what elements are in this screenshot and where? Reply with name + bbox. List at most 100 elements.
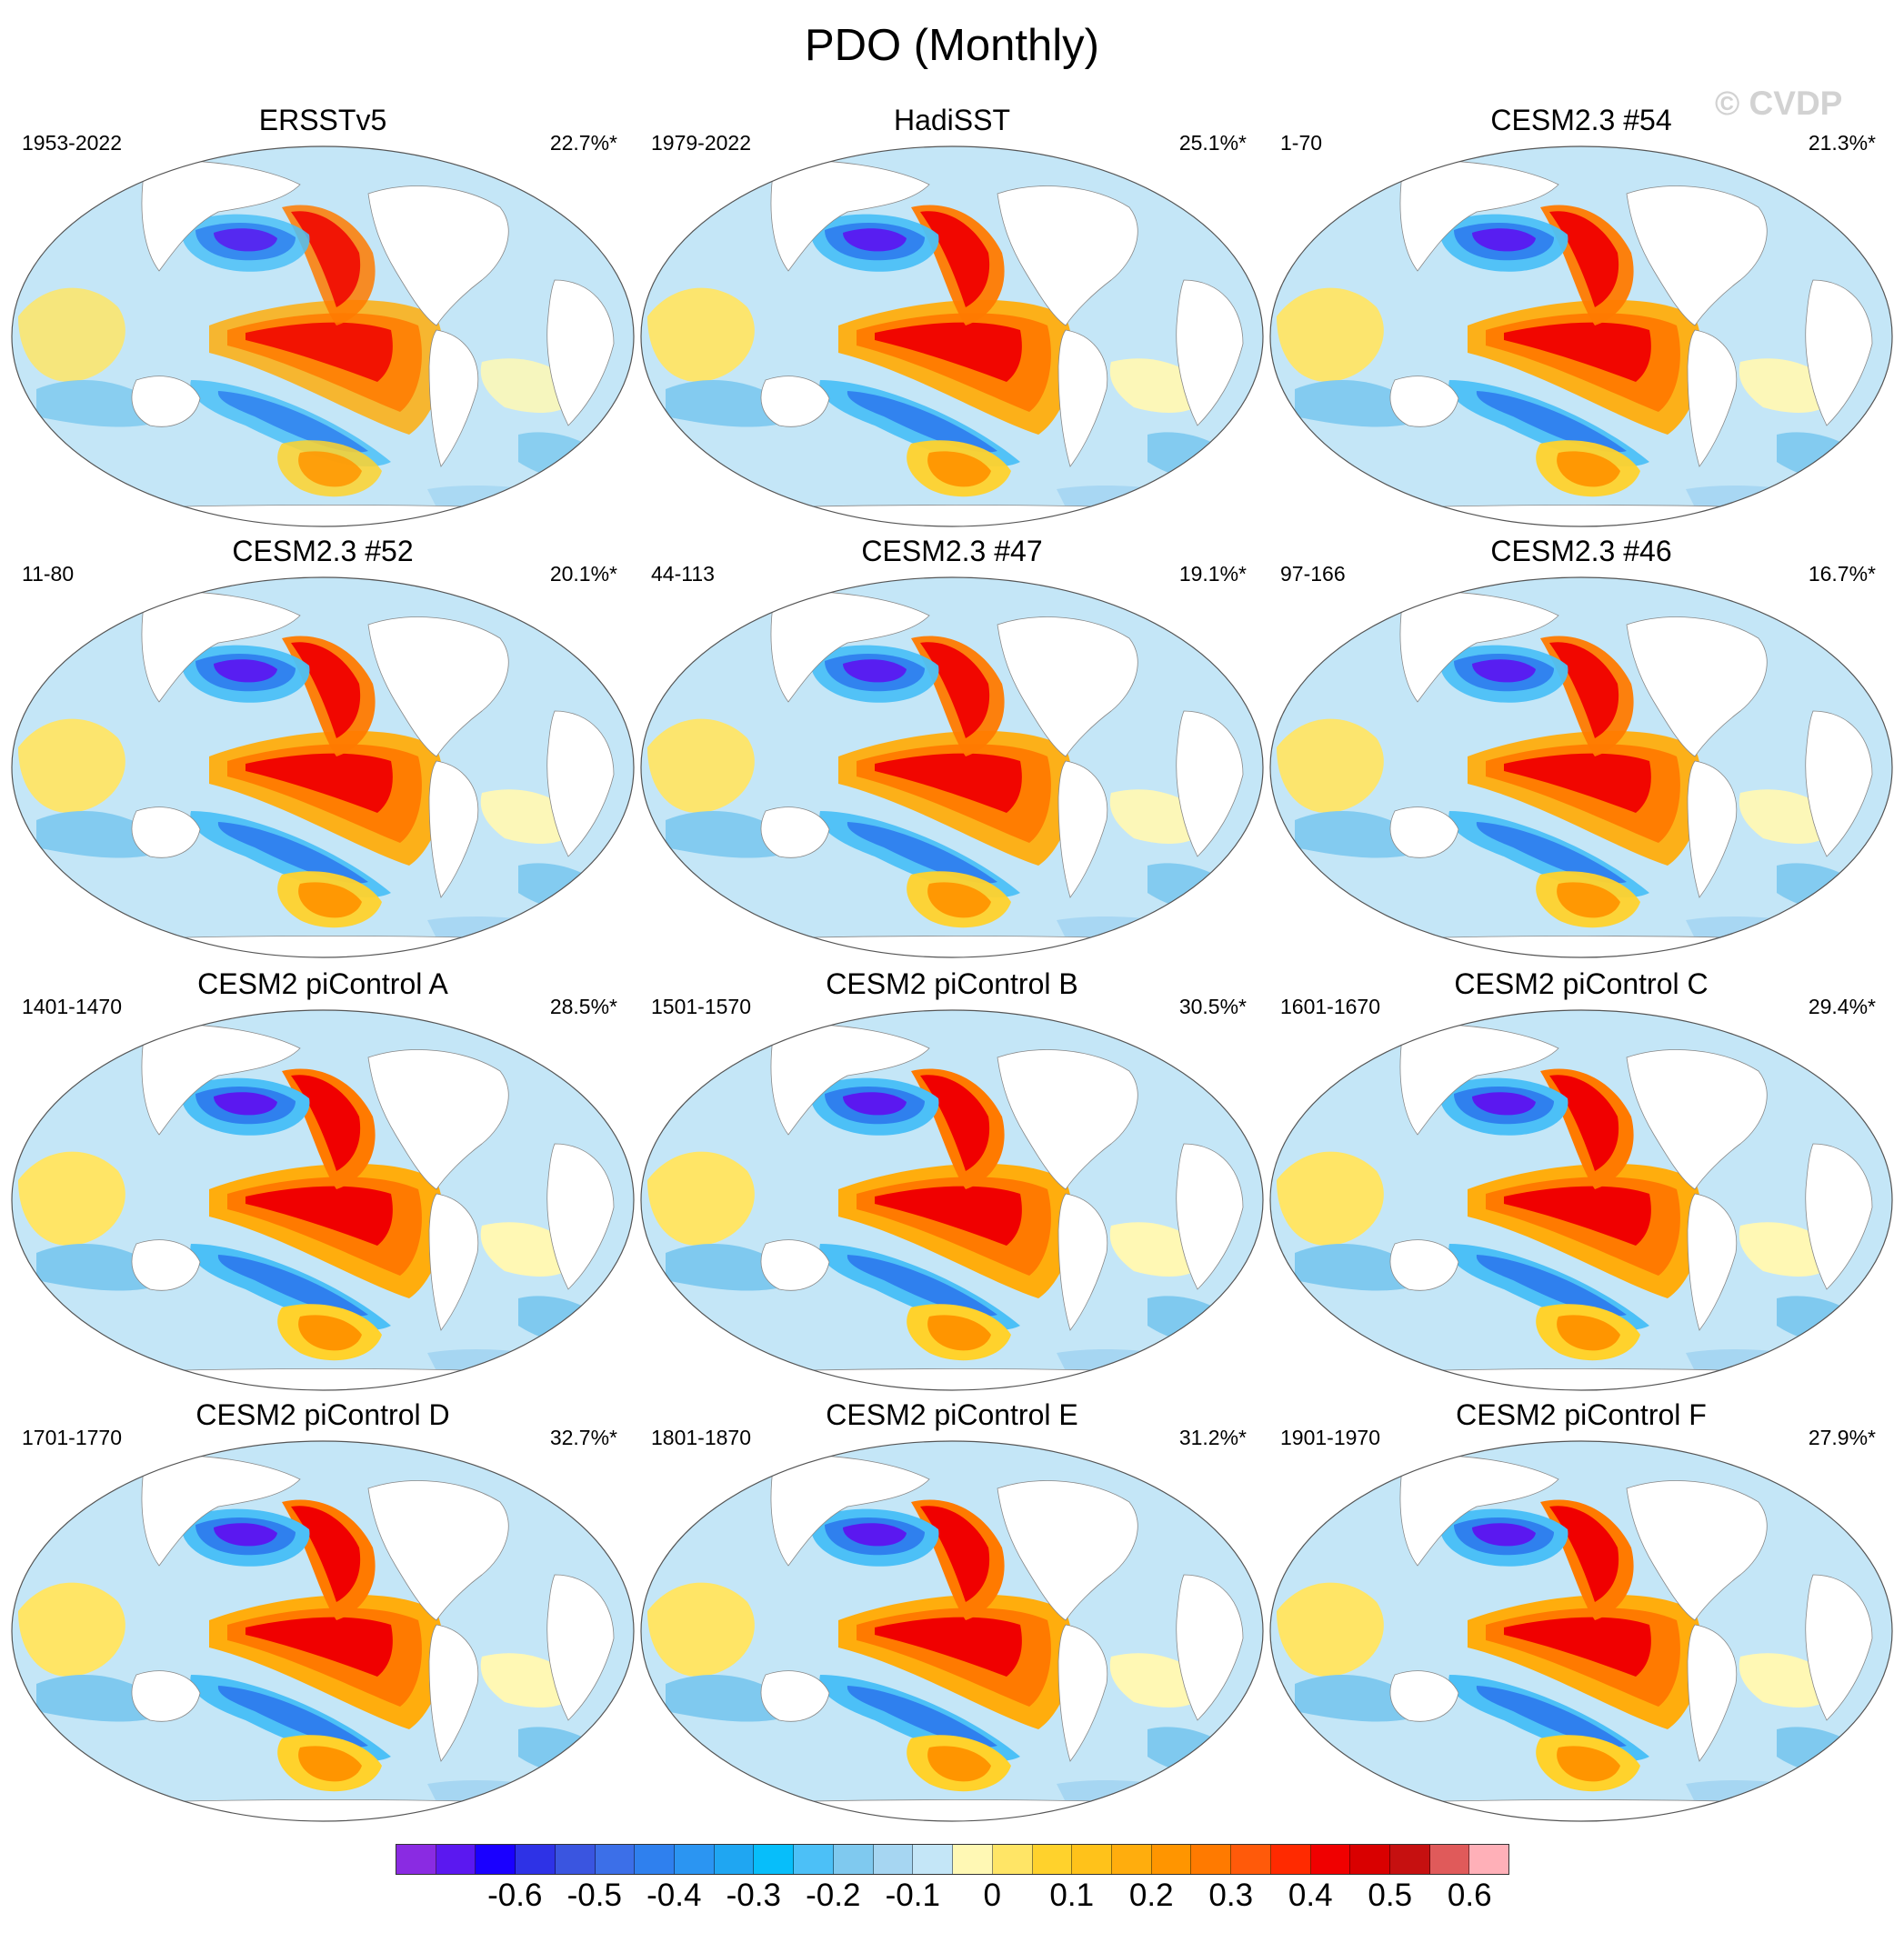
colorbar-tick-label: -0.3 xyxy=(726,1878,781,1913)
panel-title: CESM2.3 #54 xyxy=(1490,104,1672,136)
sst-regression-map xyxy=(11,576,635,958)
colorbar-swatch xyxy=(873,1845,914,1874)
panel-title: ERSSTv5 xyxy=(258,104,387,136)
colorbar-swatch xyxy=(1270,1845,1311,1874)
colorbar-swatch xyxy=(754,1845,795,1874)
sst-regression-map xyxy=(640,1440,1264,1822)
panel-period: 1601-1670 xyxy=(1280,995,1380,1018)
panel-period: 97-166 xyxy=(1280,562,1346,586)
panel-title: CESM2 piControl B xyxy=(826,967,1078,1000)
colorbar-swatch xyxy=(1231,1845,1271,1874)
map-panel: CESM2.3 #54 1-70 21.3%* xyxy=(1268,102,1895,529)
colorbar-tick-label: 0.3 xyxy=(1208,1878,1254,1913)
panel-period: 1801-1870 xyxy=(651,1426,751,1449)
panel-title: CESM2 piControl C xyxy=(1454,967,1709,1000)
colorbar-swatch xyxy=(476,1845,516,1874)
colorbar-swatch xyxy=(794,1845,834,1874)
map-panel: CESM2 piControl C 1601-1670 29.4%* xyxy=(1268,966,1895,1393)
panel-period: 1979-2022 xyxy=(651,131,751,155)
colorbar-swatch xyxy=(555,1845,596,1874)
sst-regression-map xyxy=(640,145,1264,527)
colorbar-tick-label: 0.4 xyxy=(1288,1878,1333,1913)
panel-variance-percent: 25.1%* xyxy=(1178,131,1247,155)
colorbar-swatch xyxy=(1389,1845,1430,1874)
panel-period: 1953-2022 xyxy=(22,131,122,155)
watermark: © CVDP xyxy=(1715,85,1843,122)
panel-variance-percent: 31.2%* xyxy=(1178,1426,1247,1449)
panel-period: 1401-1470 xyxy=(22,995,122,1018)
panel-variance-percent: 30.5%* xyxy=(1178,995,1247,1018)
panel-period: 1-70 xyxy=(1280,131,1323,155)
map-panel: CESM2 piControl D 1701-1770 32.7%* xyxy=(9,1397,636,1824)
panel-variance-percent: 20.1%* xyxy=(549,562,617,586)
colorbar-swatch xyxy=(1151,1845,1192,1874)
colorbar-swatch xyxy=(1032,1845,1073,1874)
colorbar-tick-label: 0.2 xyxy=(1128,1878,1174,1913)
panel-title: CESM2 piControl D xyxy=(195,1398,450,1431)
colorbar-swatch xyxy=(913,1845,954,1874)
sst-regression-map xyxy=(640,576,1264,958)
panel-title: CESM2.3 #52 xyxy=(232,535,414,567)
colorbar-swatch xyxy=(953,1845,993,1874)
map-panel: CESM2 piControl B 1501-1570 30.5%* xyxy=(638,966,1266,1393)
panel-title: CESM2.3 #47 xyxy=(861,535,1043,567)
map-panel: CESM2 piControl A 1401-1470 28.5%* xyxy=(9,966,636,1393)
panel-variance-percent: 29.4%* xyxy=(1808,995,1876,1018)
panel-variance-percent: 16.7%* xyxy=(1808,562,1876,586)
panel-variance-percent: 19.1%* xyxy=(1178,562,1247,586)
colorbar-tick-label: -0.1 xyxy=(885,1878,940,1913)
map-panel: ERSSTv5 1953-2022 22.7%* xyxy=(9,102,636,529)
sst-regression-map xyxy=(1269,1009,1893,1391)
sst-regression-map xyxy=(11,145,635,527)
colorbar-swatch xyxy=(1350,1845,1390,1874)
colorbar-swatch xyxy=(714,1845,755,1874)
panel-title: CESM2 piControl F xyxy=(1456,1398,1707,1431)
colorbar-swatch xyxy=(1429,1845,1470,1874)
panel-variance-percent: 32.7%* xyxy=(549,1426,617,1449)
map-panel: HadiSST 1979-2022 25.1%* xyxy=(638,102,1266,529)
sst-regression-map xyxy=(11,1440,635,1822)
sst-regression-map xyxy=(11,1009,635,1391)
colorbar-tick-label: 0.6 xyxy=(1447,1878,1492,1913)
panel-title: CESM2.3 #46 xyxy=(1490,535,1672,567)
panel-variance-percent: 22.7%* xyxy=(549,131,617,155)
colorbar-tick-label: 0 xyxy=(983,1878,1001,1913)
sst-regression-map xyxy=(1269,145,1893,527)
colorbar-swatch xyxy=(1191,1845,1232,1874)
panel-variance-percent: 21.3%* xyxy=(1808,131,1876,155)
colorbar-tick-label: -0.2 xyxy=(806,1878,861,1913)
colorbar-swatch xyxy=(1111,1845,1152,1874)
panel-title: HadiSST xyxy=(893,104,1011,136)
panel-period: 1701-1770 xyxy=(22,1426,122,1449)
colorbar-swatches xyxy=(396,1844,1509,1875)
panel-period: 11-80 xyxy=(22,562,75,586)
colorbar-swatch xyxy=(436,1845,476,1874)
colorbar-tick-label: -0.4 xyxy=(646,1878,702,1913)
colorbar-swatch xyxy=(833,1845,874,1874)
colorbar-swatch xyxy=(516,1845,556,1874)
panel-title: CESM2 piControl E xyxy=(826,1398,1078,1431)
map-panel: CESM2 piControl E 1801-1870 31.2%* xyxy=(638,1397,1266,1824)
colorbar-swatch xyxy=(675,1845,715,1874)
colorbar-tick-label: 0.5 xyxy=(1368,1878,1413,1913)
panel-period: 1501-1570 xyxy=(651,995,751,1018)
map-panel: CESM2 piControl F 1901-1970 27.9%* xyxy=(1268,1397,1895,1824)
colorbar-swatch xyxy=(1310,1845,1351,1874)
sst-regression-map xyxy=(1269,1440,1893,1822)
colorbar-tick-label: -0.6 xyxy=(487,1878,543,1913)
colorbar-tick-label: -0.5 xyxy=(566,1878,622,1913)
panel-variance-percent: 28.5%* xyxy=(549,995,617,1018)
colorbar-swatch xyxy=(992,1845,1033,1874)
panel-period: 44-113 xyxy=(651,562,715,586)
panel-period: 1901-1970 xyxy=(1280,1426,1380,1449)
colorbar-swatch xyxy=(635,1845,676,1874)
map-panel: CESM2.3 #46 97-166 16.7%* xyxy=(1268,533,1895,960)
sst-regression-map xyxy=(1269,576,1893,958)
page-title: PDO (Monthly) xyxy=(804,21,1099,70)
map-panel: CESM2.3 #47 44-113 19.1%* xyxy=(638,533,1266,960)
colorbar xyxy=(396,1844,1509,1875)
colorbar-swatch xyxy=(1469,1845,1509,1874)
colorbar-swatch xyxy=(396,1845,436,1874)
colorbar-tick-label: 0.1 xyxy=(1049,1878,1095,1913)
map-panel: CESM2.3 #52 11-80 20.1%* xyxy=(9,533,636,960)
